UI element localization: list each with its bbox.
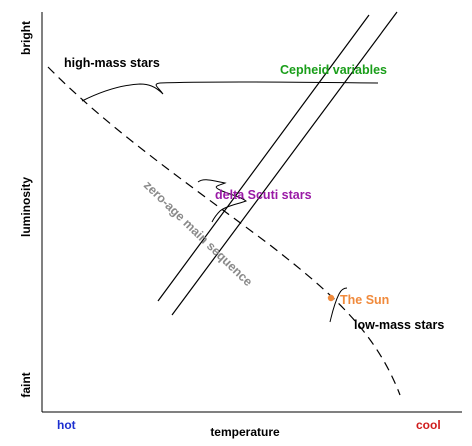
instability-strip-right <box>171 11 398 316</box>
high-mass-track <box>81 81 379 102</box>
x-axis-title: temperature <box>210 425 280 439</box>
cepheid-variables-label: Cepheid variables <box>280 63 387 77</box>
low-mass-stars-label: low-mass stars <box>354 318 444 332</box>
delta-scuti-track <box>197 179 247 223</box>
sun-track <box>329 287 348 323</box>
x-axis-right-label: cool <box>416 418 441 432</box>
y-axis-top-label: bright <box>19 21 33 55</box>
zams-curve <box>47 66 401 396</box>
y-axis-bottom-label: faint <box>19 372 33 397</box>
delta-scuti-stars-label: delta Scuti stars <box>215 188 312 202</box>
y-axis-title: luminosity <box>19 177 33 237</box>
x-axis-left-label: hot <box>57 418 76 432</box>
sun-marker <box>327 294 335 302</box>
high-mass-stars-label: high-mass stars <box>64 56 160 70</box>
sun-label: The Sun <box>340 293 389 307</box>
instability-strip-left <box>157 14 370 302</box>
